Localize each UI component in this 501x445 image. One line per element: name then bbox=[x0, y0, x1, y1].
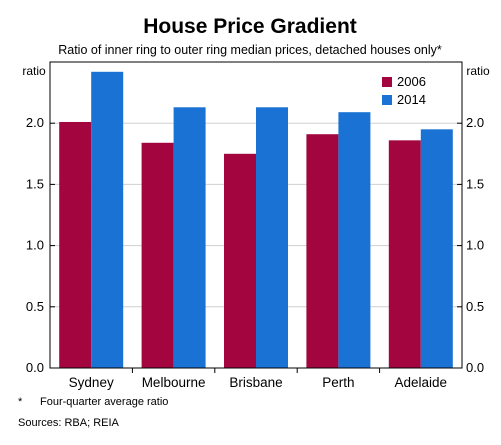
bar-adelaide-2006 bbox=[388, 140, 421, 368]
bar-adelaide-2014 bbox=[420, 129, 453, 368]
bar-perth-2014 bbox=[338, 112, 371, 369]
y-tick-label-left: 1.5 bbox=[26, 176, 44, 191]
y-tick-label-left: 1.0 bbox=[26, 238, 44, 253]
x-category-label: Melbourne bbox=[142, 375, 206, 390]
bar-brisbane-2006 bbox=[224, 153, 256, 368]
legend: 2006 2014 bbox=[382, 74, 426, 107]
y-tick-label-right: 1.5 bbox=[466, 176, 484, 191]
chart-subtitle: Ratio of inner ring to outer ring median… bbox=[58, 43, 442, 57]
footnote: * Four-quarter average ratio bbox=[18, 396, 168, 408]
y-axis-label-left: ratio bbox=[22, 64, 46, 78]
footnote-marker: * bbox=[18, 396, 23, 408]
plot-frame bbox=[49, 61, 463, 369]
legend-swatch-2014 bbox=[382, 95, 392, 105]
bar-melbourne-2014 bbox=[173, 107, 206, 369]
y-tick-label-right: 0.5 bbox=[466, 299, 484, 314]
chart-title: House Price Gradient bbox=[143, 15, 357, 38]
bar-melbourne-2006 bbox=[141, 142, 174, 368]
y-tick-label-left: 0.0 bbox=[26, 360, 44, 375]
y-tick-label-right: 2.0 bbox=[466, 115, 484, 130]
bar-sydney-2014 bbox=[91, 71, 124, 369]
sources-note: Sources: RBA; REIA bbox=[18, 417, 119, 429]
bar-sydney-2006 bbox=[59, 121, 92, 368]
y-tick-label-right: 1.0 bbox=[466, 238, 484, 253]
axes: 0.0 0.0 0.5 0.5 1.0 1.0 1.5 1.5 2.0 2.0 Sydney Melb… bbox=[26, 115, 484, 390]
bar-brisbane-2014 bbox=[256, 107, 288, 369]
y-axis-label-right: ratio bbox=[466, 64, 490, 78]
legend-swatch-2006 bbox=[382, 77, 392, 87]
x-category-label: Adelaide bbox=[395, 375, 448, 390]
x-category-label: Sydney bbox=[69, 375, 114, 390]
y-tick-label-right: 0.0 bbox=[466, 360, 484, 375]
y-tick-label-left: 2.0 bbox=[26, 115, 44, 130]
x-category-label: Brisbane bbox=[229, 375, 282, 390]
x-category-label: Perth bbox=[322, 375, 354, 390]
bars bbox=[59, 71, 453, 369]
y-tick-label-left: 0.5 bbox=[26, 299, 44, 314]
legend-label: 2014 bbox=[397, 92, 426, 107]
footnote-text: Four-quarter average ratio bbox=[40, 396, 169, 408]
legend-label: 2006 bbox=[397, 74, 426, 89]
bar-perth-2006 bbox=[306, 134, 339, 368]
